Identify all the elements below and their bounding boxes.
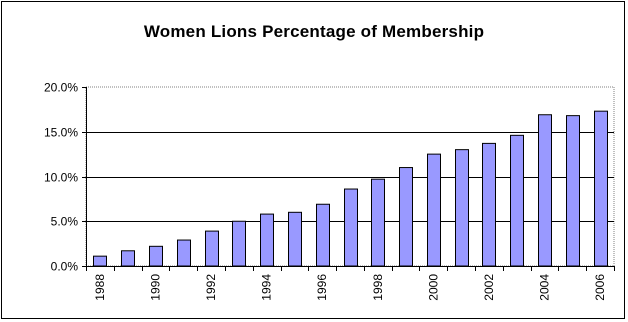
bar (316, 203, 330, 267)
x-tick-label: 2002 (482, 274, 496, 301)
bar (455, 149, 469, 267)
bar (288, 211, 302, 267)
x-tick-label: 1990 (148, 274, 162, 301)
bar (93, 255, 107, 267)
y-tick-label: 0.0% (51, 260, 79, 274)
x-tick-label: 2004 (538, 274, 552, 301)
x-tick-label: 1992 (204, 274, 218, 301)
y-tick-label: 5.0% (51, 215, 79, 229)
bar (427, 153, 441, 267)
bar (371, 178, 385, 267)
bar (566, 115, 580, 267)
bar (177, 239, 191, 267)
bar (538, 114, 552, 267)
bar (149, 245, 163, 267)
bar (510, 134, 524, 267)
bar (121, 250, 135, 267)
x-tick-label: 1994 (260, 274, 274, 301)
axes (82, 87, 615, 271)
x-tick-label: 2000 (426, 274, 440, 301)
x-tick-label: 1996 (315, 274, 329, 301)
y-tick-label: 20.0% (44, 81, 78, 95)
bar (205, 230, 219, 267)
y-tick-label: 15.0% (44, 126, 78, 140)
bar-series (93, 110, 608, 267)
bar (399, 167, 413, 267)
x-tick-label: 1988 (93, 274, 107, 301)
y-tick-label: 10.0% (44, 171, 78, 185)
bar (482, 142, 496, 267)
x-tick-label: 2006 (593, 274, 607, 301)
bar (260, 213, 274, 267)
bar (344, 188, 358, 267)
bar (232, 220, 246, 267)
x-tick-label: 1998 (371, 274, 385, 301)
tick-labels: 0.0% 5.0% 10.0% 15.0% 20.0% 1988 1990 1992 1994 1… (44, 81, 607, 301)
bar (594, 110, 608, 267)
chart-title: Women Lions Percentage of Membership (143, 22, 485, 41)
